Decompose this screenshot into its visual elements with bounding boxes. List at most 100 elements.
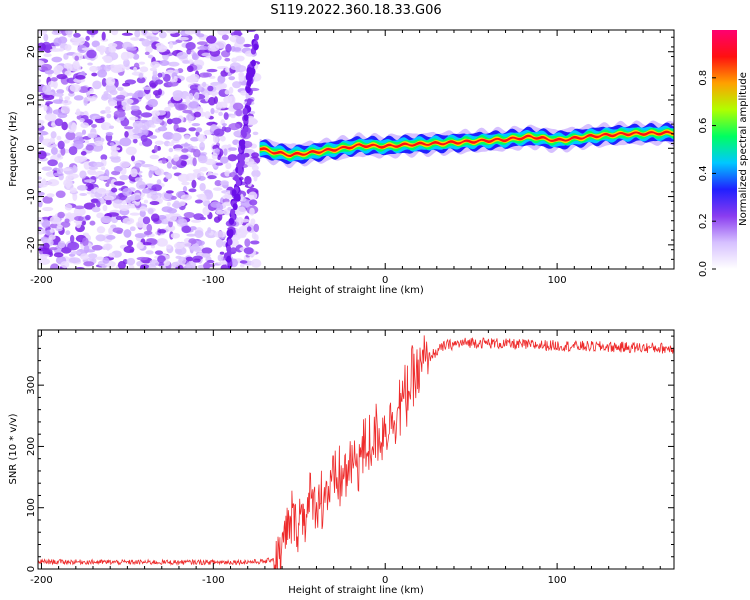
colorbar-tick-label: 0.2 xyxy=(698,213,709,229)
noise-blob xyxy=(185,95,190,104)
noise-blob xyxy=(161,157,167,164)
noise-blob xyxy=(90,193,96,198)
noise-blob xyxy=(130,155,136,162)
noise-blob xyxy=(68,257,81,264)
noise-blob xyxy=(178,218,188,227)
noise-blob xyxy=(134,233,147,239)
noise-ridge-blob xyxy=(237,167,243,175)
x-tick-label: -100 xyxy=(202,275,225,286)
noise-blob xyxy=(110,170,121,176)
noise-blob xyxy=(87,170,98,176)
noise-blob xyxy=(80,122,89,129)
spectrogram-x-axis-label: Height of straight line (km) xyxy=(288,285,424,296)
noise-blob xyxy=(251,165,259,171)
x-tick-label: 0 xyxy=(382,575,388,586)
signal-trace-band xyxy=(259,127,674,161)
noise-blob xyxy=(195,127,203,133)
noise-blob xyxy=(134,90,146,98)
noise-blob xyxy=(184,30,195,35)
noise-blob xyxy=(166,244,172,250)
noise-blob xyxy=(82,232,90,237)
noise-blob xyxy=(171,132,182,142)
noise-blob xyxy=(139,206,147,212)
noise-blob xyxy=(146,238,155,242)
noise-blob xyxy=(101,31,106,41)
noise-blob xyxy=(253,223,260,233)
noise-blob xyxy=(123,58,130,68)
noise-blob xyxy=(64,203,73,211)
noise-blob xyxy=(52,99,65,104)
noise-blob xyxy=(147,208,154,215)
noise-blob xyxy=(46,193,55,198)
noise-blob xyxy=(166,201,171,207)
noise-blob xyxy=(136,76,146,84)
noise-blob xyxy=(134,125,139,135)
noise-blob xyxy=(78,86,89,93)
colorbar-label: Normalized spectral amplitude xyxy=(738,72,749,226)
noise-blob xyxy=(130,37,140,41)
noise-blob xyxy=(126,257,136,266)
noise-blob xyxy=(224,170,231,177)
noise-blob xyxy=(159,60,170,66)
noise-blob xyxy=(249,207,255,216)
noise-blob xyxy=(240,263,245,268)
noise-blob xyxy=(67,241,80,251)
noise-blob xyxy=(148,170,153,179)
noise-ridge-blob xyxy=(237,153,243,161)
noise-blob xyxy=(109,142,115,146)
noise-blob xyxy=(73,220,83,224)
noise-blob xyxy=(149,154,160,160)
noise-blob xyxy=(43,104,48,112)
noise-blob xyxy=(191,122,201,127)
noise-blob xyxy=(81,220,86,226)
noise-blob xyxy=(45,101,54,105)
noise-blob xyxy=(196,33,205,38)
noise-blob xyxy=(110,150,119,157)
noise-blob xyxy=(38,180,49,188)
noise-blob xyxy=(141,163,153,168)
noise-blob xyxy=(126,46,137,51)
noise-blob xyxy=(154,140,165,145)
noise-blob xyxy=(167,103,175,108)
noise-blob xyxy=(168,147,174,153)
noise-blob xyxy=(170,195,177,200)
noise-blob xyxy=(139,209,146,218)
noise-blob xyxy=(112,227,124,234)
noise-blob xyxy=(107,212,120,217)
noise-blob xyxy=(60,221,71,228)
noise-blob xyxy=(202,81,207,88)
noise-ridge-blob xyxy=(243,113,249,121)
noise-blob xyxy=(176,248,182,254)
noise-blob xyxy=(98,175,110,180)
noise-blob xyxy=(97,69,108,78)
spectrogram-y-axis-label: Frequency (Hz) xyxy=(8,111,19,187)
noise-ridge-blob xyxy=(246,66,252,74)
noise-blob xyxy=(38,253,50,258)
noise-blob xyxy=(42,196,53,204)
noise-blob xyxy=(162,131,174,140)
noise-blob xyxy=(72,60,80,70)
noise-blob xyxy=(243,157,255,166)
noise-blob xyxy=(105,106,111,111)
y-tick-label: 10 xyxy=(26,94,37,107)
noise-blob xyxy=(166,162,173,169)
noise-blob xyxy=(149,135,158,139)
noise-blob xyxy=(146,223,153,233)
noise-blob xyxy=(230,247,237,254)
noise-blob xyxy=(105,84,117,93)
noise-blob xyxy=(225,162,232,170)
noise-blob xyxy=(145,45,153,54)
noise-blob xyxy=(91,244,103,251)
noise-blob xyxy=(80,253,89,261)
noise-blob xyxy=(89,65,98,73)
noise-blob xyxy=(69,187,77,194)
noise-blob xyxy=(244,238,251,248)
noise-blob xyxy=(57,240,66,249)
noise-blob xyxy=(88,166,99,170)
noise-blob xyxy=(54,64,64,72)
noise-blob xyxy=(145,250,154,255)
noise-blob xyxy=(168,61,180,67)
noise-blob xyxy=(181,225,192,234)
noise-blob xyxy=(38,176,42,180)
